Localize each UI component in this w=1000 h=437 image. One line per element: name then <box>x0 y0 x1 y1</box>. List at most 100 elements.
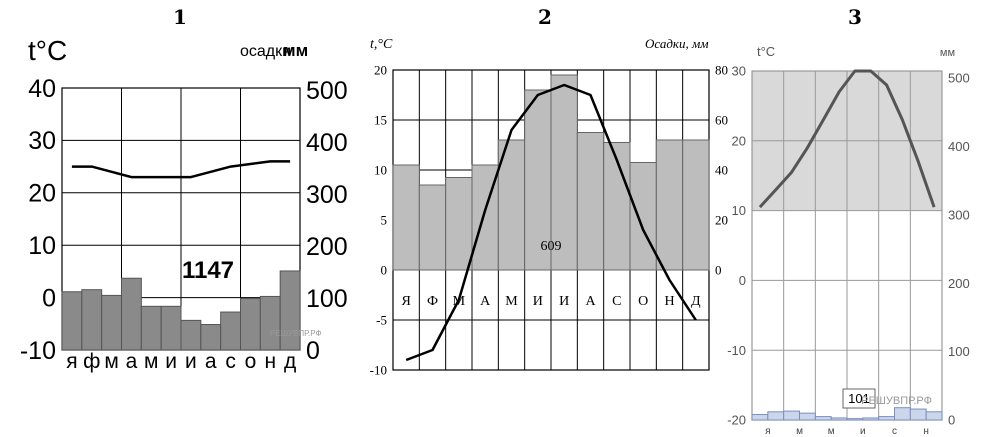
precip-tick-label: 400 <box>948 139 970 154</box>
month-label-12: Д <box>691 294 701 309</box>
month-label-6: И <box>533 294 543 309</box>
annual-total: 101 <box>848 391 870 406</box>
temperature-line <box>71 160 291 179</box>
precip-tick-label: 400 <box>306 129 348 157</box>
precip-tick-label: 300 <box>306 181 348 209</box>
precip-tick-label: 100 <box>306 285 348 313</box>
watermark: РЕШУВПР.РФ <box>861 395 932 407</box>
precip-tick-label: 200 <box>306 233 348 261</box>
precip-bar-4 <box>121 277 142 351</box>
temp-tick-label: 10 <box>374 163 387 178</box>
month-label-12: д <box>284 350 296 373</box>
temp-tick-label: -10 <box>370 363 387 378</box>
precip-bar-3 <box>445 177 473 271</box>
panel-number: 2 <box>538 5 552 29</box>
month-label-8: а <box>205 350 217 373</box>
precip-bar-6 <box>830 417 848 421</box>
precip-bar-5 <box>140 305 162 351</box>
month-label-9: С <box>612 294 621 309</box>
temperature-line <box>405 83 697 362</box>
month-label-11: н <box>264 350 276 373</box>
precip-axis-label: осадки <box>240 43 291 60</box>
temp-tick-label: 0 <box>739 273 746 288</box>
precip-bar-5 <box>497 139 526 271</box>
month-label-2: Ф <box>427 294 438 309</box>
precip-bar-6 <box>160 305 182 351</box>
precip-bar-9 <box>878 416 896 421</box>
month-label-11: Н <box>664 294 674 309</box>
month-label-4: А <box>480 294 491 309</box>
temp-tick-label: 15 <box>374 113 387 128</box>
precip-tick-label: 500 <box>306 77 348 105</box>
month-label-5: м <box>144 350 158 373</box>
precip-tick-label: 20 <box>715 213 728 228</box>
precip-bar-7 <box>180 319 202 351</box>
temp-axis-label: t,°C <box>370 37 393 52</box>
precip-bar-7 <box>550 74 578 271</box>
month-label-3: М <box>453 294 466 309</box>
precip-axis-label: Осадки, мм <box>645 36 709 51</box>
precip-bar-11 <box>655 139 684 271</box>
precip-bar-7 <box>846 418 864 421</box>
precip-tick-label: 80 <box>715 63 728 78</box>
precip-bar-3 <box>783 410 801 421</box>
temp-tick-label: -10 <box>727 343 746 358</box>
month-label-10: О <box>638 294 648 309</box>
precip-bar-2 <box>418 184 447 271</box>
month-label-6: и <box>165 350 177 373</box>
precip-tick-label: 0 <box>948 413 955 428</box>
precip-bar-9 <box>220 311 242 351</box>
temp-tick-label: 10 <box>28 232 56 260</box>
precip-bar-11 <box>909 408 927 421</box>
month-label-1: я <box>66 350 77 373</box>
temp-axis-label: t°C <box>28 35 67 66</box>
temp-tick-label: 10 <box>732 203 746 218</box>
panel-number: 1 <box>173 5 187 29</box>
temp-tick-label: -20 <box>727 413 746 428</box>
month-label-2: м <box>796 426 803 437</box>
month-label-4: а <box>126 350 138 373</box>
precip-bar-2 <box>81 289 103 351</box>
month-label-1: я <box>765 426 770 437</box>
temp-tick-label: 20 <box>732 133 746 148</box>
month-label-2: ф <box>83 350 100 373</box>
precip-bar-1 <box>392 164 420 271</box>
month-label-4: и <box>860 426 866 437</box>
precip-bar-8 <box>576 132 605 271</box>
month-label-5: М <box>505 294 518 309</box>
annual-total: 609 <box>541 239 562 254</box>
precip-bar-10 <box>894 407 911 421</box>
precip-tick-label: 40 <box>715 163 728 178</box>
panel-number: 3 <box>848 5 862 29</box>
month-label-8: А <box>585 294 596 309</box>
precip-bar-10 <box>629 162 657 271</box>
temp-tick-label: 0 <box>42 284 56 312</box>
precip-bar-4 <box>799 412 816 421</box>
precip-tick-label: 200 <box>948 276 970 291</box>
precip-tick-label: 0 <box>715 263 722 278</box>
temp-axis-label: t°C <box>757 44 775 59</box>
precip-bar-10 <box>240 298 261 351</box>
month-label-3: м <box>828 426 835 437</box>
temp-tick-label: 20 <box>28 180 56 208</box>
temperature-line <box>758 69 936 209</box>
precip-bar-8 <box>862 417 880 421</box>
precip-bar-8 <box>200 324 222 351</box>
precip-tick-label: 60 <box>715 113 728 128</box>
month-label-6: н <box>923 426 929 437</box>
temp-tick-label: 30 <box>732 64 746 79</box>
month-label-9: с <box>225 350 236 373</box>
month-label-7: и <box>185 350 197 373</box>
precip-axis-label: мм <box>940 47 955 59</box>
precip-bar-1 <box>751 414 769 421</box>
precip-tick-label: 100 <box>948 344 970 359</box>
precip-bar-12 <box>682 139 710 271</box>
precip-bar-12 <box>279 270 301 351</box>
temp-tick-label: 0 <box>381 263 388 278</box>
month-label-1: Я <box>401 294 410 309</box>
watermark: РЕШУВПР.РФ <box>270 329 322 338</box>
